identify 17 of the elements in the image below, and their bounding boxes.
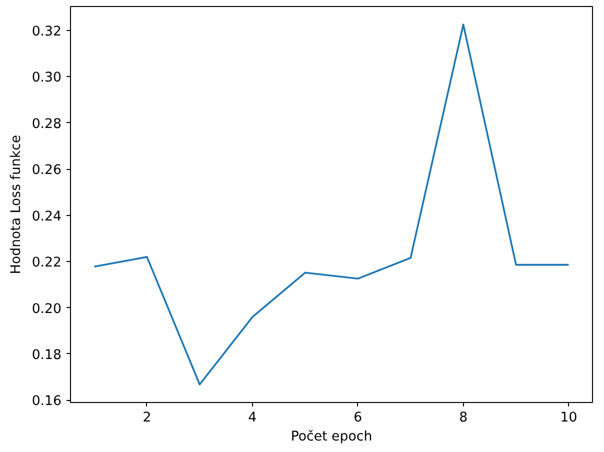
x-tick-label: 8: [459, 410, 468, 426]
y-tick-label: 0.18: [32, 348, 62, 363]
x-tick-label: 2: [142, 410, 152, 426]
x-tick-label: 6: [354, 410, 362, 426]
y-tick-label: 0.16: [32, 394, 62, 410]
y-tick-label: 0.30: [32, 70, 62, 86]
y-tick-label: 0.20: [32, 302, 62, 317]
line-series: [93, 24, 570, 386]
y-tick-label: 0.26: [32, 163, 62, 178]
y-tick-label: 0.28: [32, 116, 62, 132]
x-axis-title: Počet epoch: [290, 430, 372, 444]
y-axis-title: Hodnota Loss funkce: [8, 134, 24, 274]
x-tick-label: 4: [248, 410, 257, 426]
x-tick-label: 10: [560, 410, 578, 426]
y-tick-label: 0.32: [32, 24, 62, 40]
y-tick-label: 0.22: [32, 256, 62, 271]
y-tick-label: 0.24: [32, 209, 62, 224]
